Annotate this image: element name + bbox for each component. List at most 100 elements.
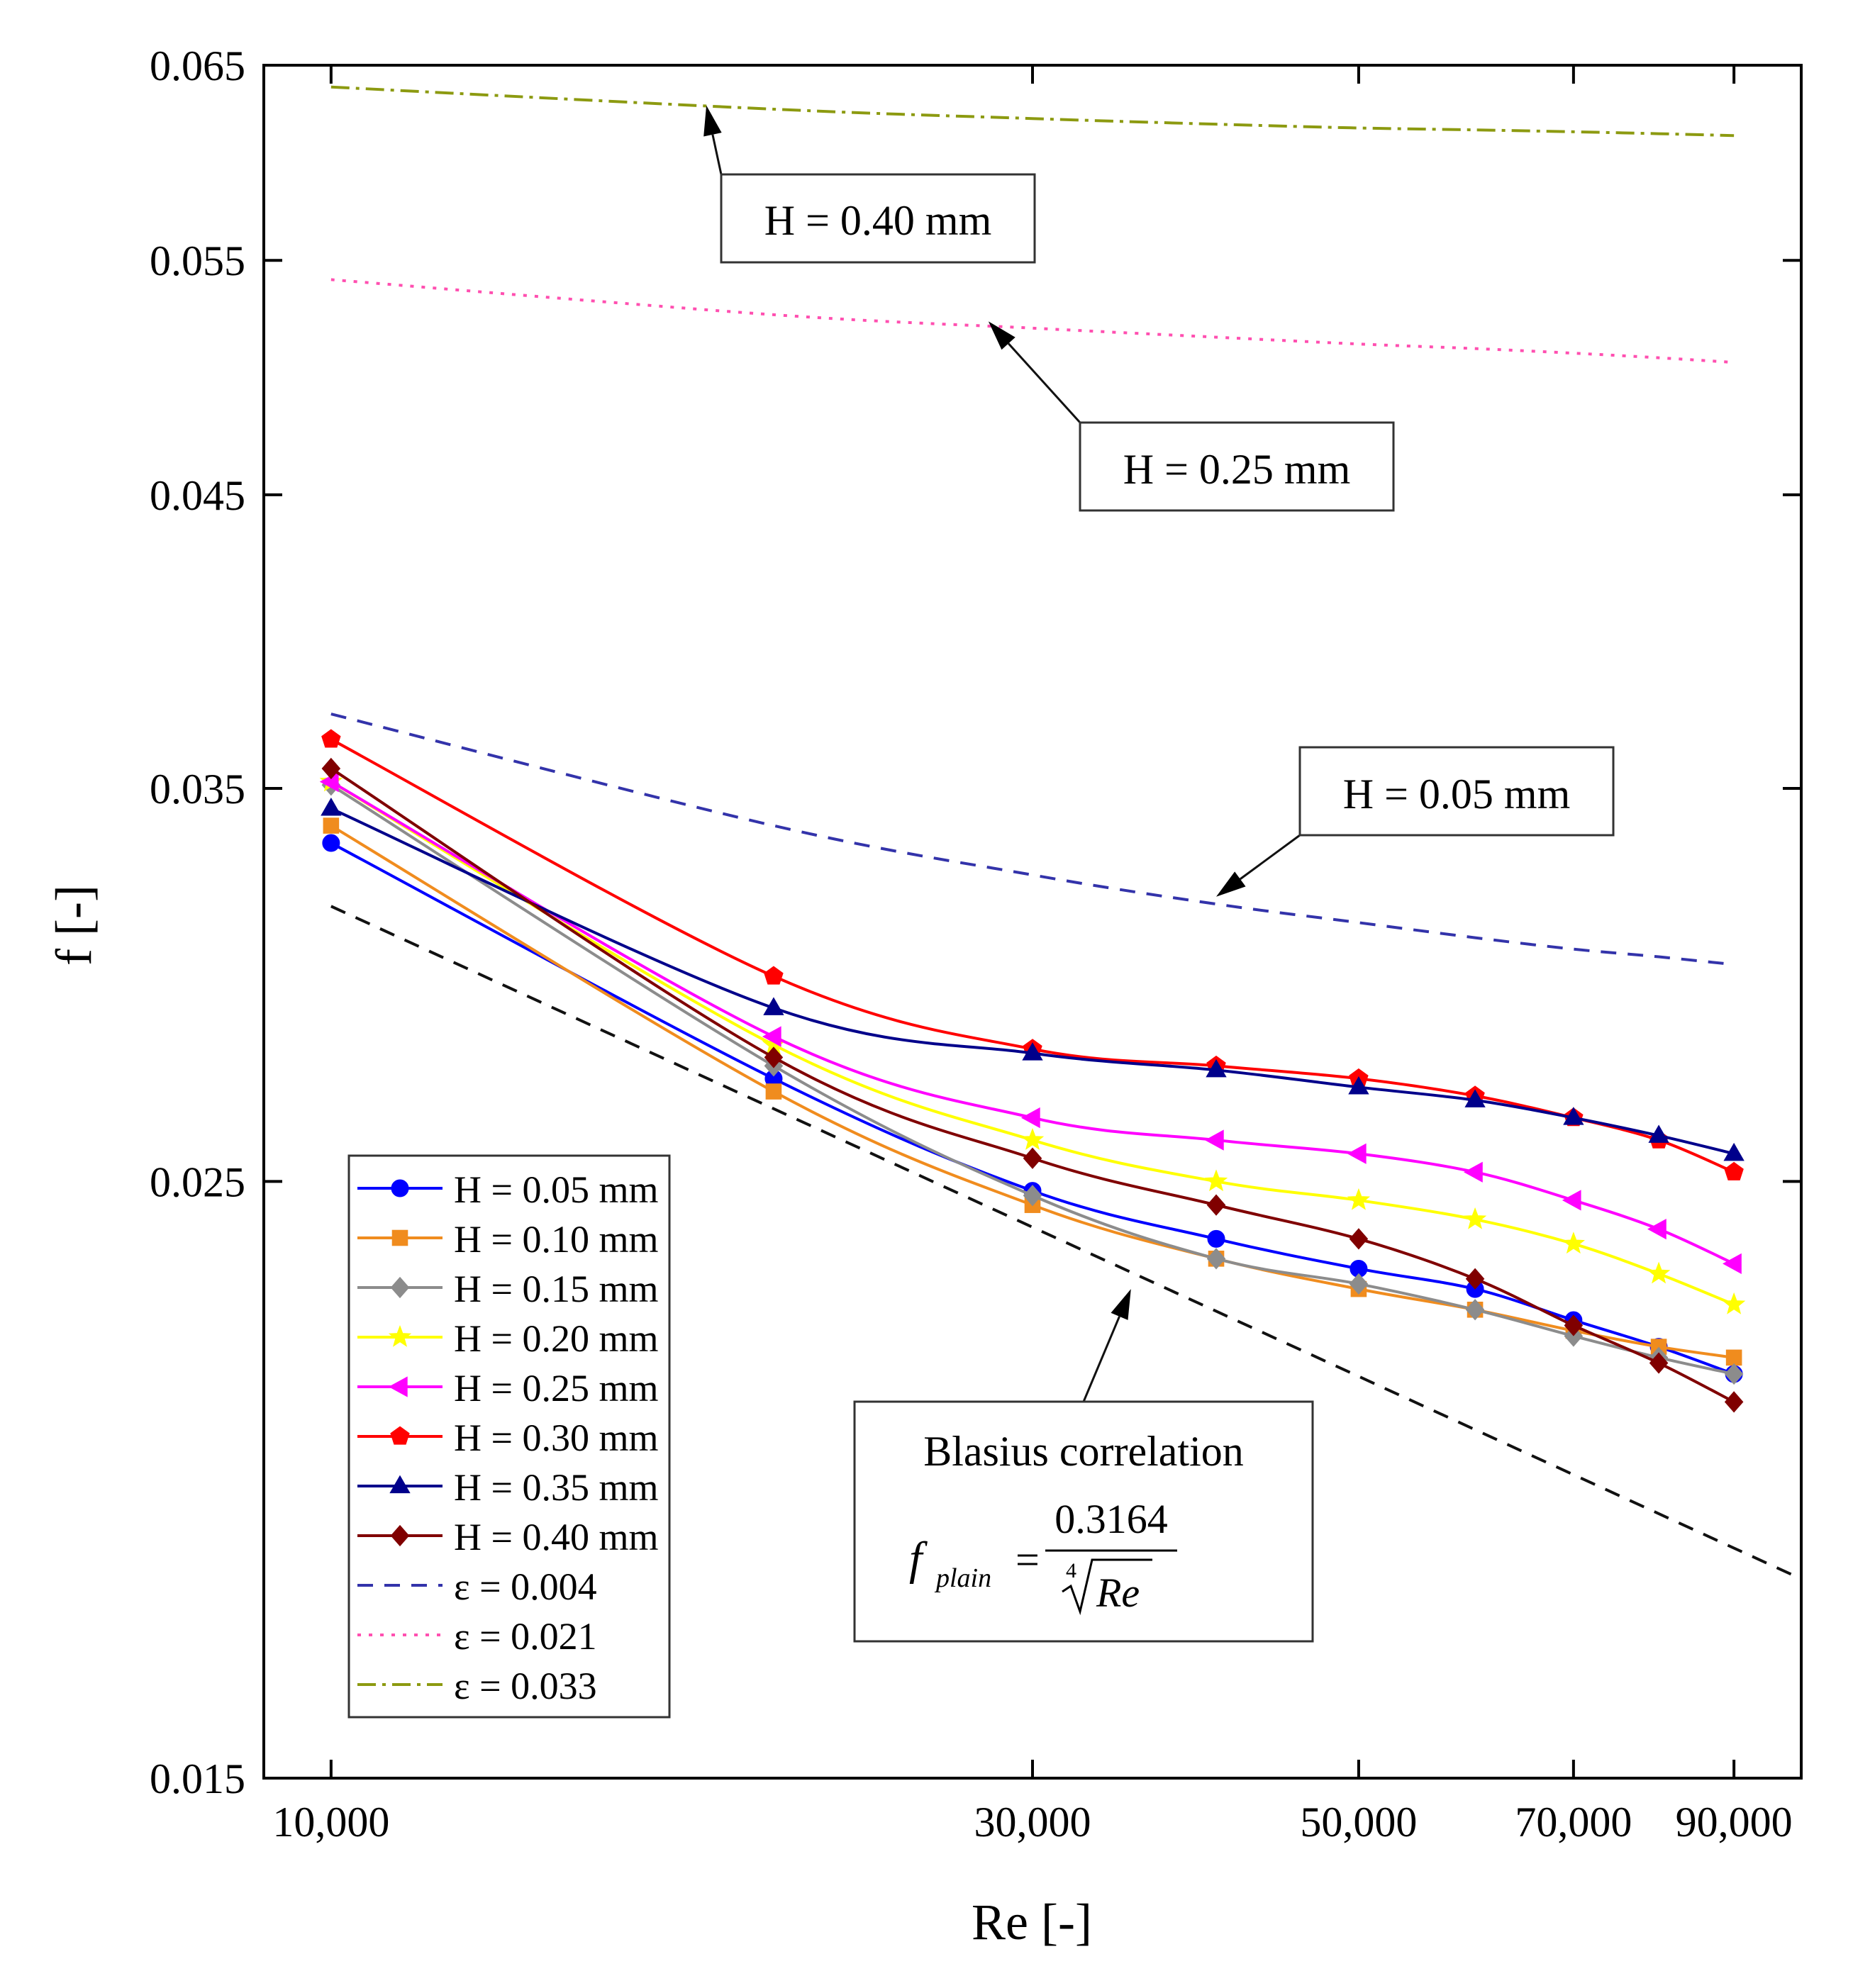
legend-label: H = 0.15 mm — [454, 1268, 658, 1310]
legend-label: ε = 0.021 — [454, 1615, 597, 1658]
data-point — [764, 966, 784, 985]
annotation-box — [853, 1400, 1314, 1643]
data-point — [321, 798, 342, 816]
y-tick-label: 0.045 — [150, 472, 245, 519]
legend-entry: H = 0.30 mm — [357, 1417, 658, 1459]
data-point — [322, 834, 340, 852]
data-point — [1204, 1169, 1228, 1192]
legend-marker — [389, 1475, 411, 1494]
series-7 — [321, 798, 1745, 1161]
legend-label: H = 0.30 mm — [454, 1417, 658, 1459]
data-point — [1206, 1248, 1226, 1270]
x-tick-label: 90,000 — [1676, 1799, 1793, 1845]
data-point — [321, 729, 341, 748]
data-point — [1023, 1147, 1042, 1169]
legend-marker — [391, 1229, 408, 1246]
legend-entry: H = 0.35 mm — [357, 1466, 658, 1509]
arrow-head — [1216, 871, 1246, 897]
legend-marker — [390, 1426, 410, 1445]
data-point — [1722, 1292, 1746, 1314]
legend-marker — [388, 1324, 412, 1347]
series-line — [330, 780, 1735, 1266]
data-point — [1204, 1129, 1224, 1151]
formula-subscript: plain — [934, 1563, 991, 1593]
x-tick-label: 30,000 — [974, 1799, 1091, 1845]
arrow-head — [1111, 1289, 1131, 1320]
legend-label: ε = 0.033 — [454, 1665, 597, 1707]
data-point — [323, 817, 340, 834]
data-point — [1723, 1253, 1742, 1275]
data-point — [765, 1083, 782, 1100]
data-point — [1347, 1188, 1371, 1210]
data-point — [1463, 1207, 1487, 1229]
legend-entry: H = 0.15 mm — [357, 1268, 658, 1310]
x-tick-label: 50,000 — [1300, 1799, 1417, 1845]
curve-3 — [330, 85, 1735, 138]
formula-radicand: Re — [1096, 1570, 1140, 1616]
data-point — [1562, 1232, 1586, 1254]
y-tick-label: 0.025 — [150, 1158, 245, 1205]
y-axis-label: f [-] — [45, 885, 102, 966]
data-point — [1464, 1161, 1483, 1183]
annotation-arrow-h-025 — [988, 321, 1081, 424]
data-point — [1647, 1218, 1666, 1240]
data-point — [1724, 1161, 1744, 1180]
data-point — [1725, 1349, 1742, 1366]
data-point — [1723, 1142, 1745, 1161]
data-point — [1563, 1107, 1584, 1125]
data-point — [1023, 1185, 1042, 1207]
data-point — [1207, 1229, 1225, 1248]
annotation-box — [1079, 421, 1395, 512]
legend-label: H = 0.25 mm — [454, 1367, 658, 1409]
data-point — [1020, 1128, 1045, 1150]
annotation-label: H = 0.40 mm — [764, 197, 992, 244]
data-point — [1348, 1076, 1369, 1095]
data-point — [1465, 1299, 1485, 1321]
data-point — [1562, 1190, 1581, 1211]
y-tick-label: 0.065 — [150, 43, 245, 89]
data-point — [1724, 1363, 1744, 1385]
data-point — [763, 997, 784, 1015]
data-point — [1647, 1261, 1671, 1284]
series-line — [330, 842, 1735, 1375]
y-tick-label: 0.055 — [150, 238, 245, 284]
data-point — [321, 757, 341, 780]
series-line — [330, 767, 1735, 1404]
reference-curves — [330, 85, 1802, 1580]
annotations: H = 0.40 mm H = 0.25 mm H = 0.05 mm Blas… — [703, 105, 1615, 1643]
annotation-arrow-h-005 — [1216, 834, 1301, 897]
data-point — [1648, 1124, 1669, 1143]
arrow-head — [988, 321, 1015, 350]
radical-sign — [1062, 1558, 1152, 1616]
annotation-h-040: H = 0.40 mm — [720, 173, 1036, 264]
data-point — [1347, 1143, 1367, 1164]
data-point — [1724, 1391, 1744, 1413]
x-axis-label: Re [-] — [972, 1894, 1092, 1950]
legend-label: ε = 0.004 — [454, 1565, 597, 1608]
legend-marker — [388, 1376, 408, 1397]
annotation-box — [720, 173, 1036, 264]
arrow-shaft — [711, 134, 723, 175]
data-point — [1022, 1042, 1043, 1061]
series-5 — [319, 771, 1742, 1275]
data-point — [764, 1046, 784, 1068]
annotation-h-005: H = 0.05 mm — [1298, 746, 1615, 837]
legend-label: H = 0.10 mm — [454, 1218, 658, 1261]
y-tick-label: 0.015 — [150, 1755, 245, 1802]
data-point — [1206, 1194, 1226, 1216]
blasius-title: Blasius correlation — [923, 1428, 1244, 1475]
annotation-label: H = 0.25 mm — [1123, 446, 1351, 493]
data-point — [762, 1026, 781, 1047]
data-point — [1464, 1089, 1486, 1107]
legend-marker — [391, 1179, 409, 1197]
annotation-box — [1298, 746, 1615, 837]
data-point — [1349, 1228, 1369, 1250]
formula-equals: = — [1015, 1536, 1040, 1583]
legend-label: H = 0.20 mm — [454, 1317, 658, 1360]
curve-1 — [330, 713, 1735, 966]
x-tick-label: 70,000 — [1515, 1799, 1632, 1845]
y-tick-label: 0.035 — [150, 766, 245, 812]
series-8 — [321, 757, 1744, 1413]
legend-marker — [390, 1276, 410, 1299]
